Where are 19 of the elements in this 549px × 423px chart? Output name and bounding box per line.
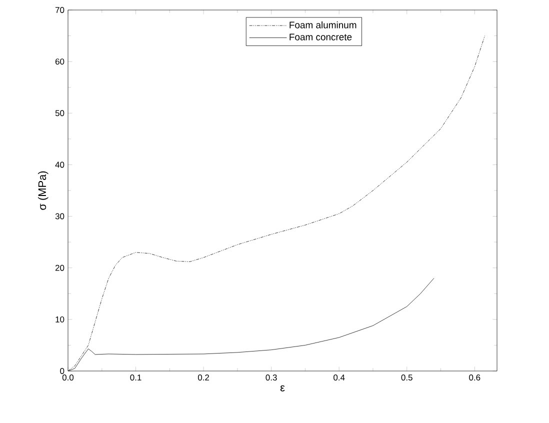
y-tick-label: 0 [60, 368, 64, 374]
y-tick-label: 40 [55, 162, 64, 168]
x-tick-label: 0.0 [62, 374, 74, 381]
y-tick-label: 50 [55, 110, 64, 116]
y-tick-label: 60 [56, 58, 64, 65]
y-tick-label: 20 [55, 264, 64, 271]
x-tick-label: 0.1 [130, 374, 142, 381]
x-tick-label: 0.6 [469, 374, 480, 381]
x-tick-label: 0.2 [198, 374, 210, 381]
y-tick-label: 10 [56, 316, 64, 322]
x-tick-label: 0.5 [401, 374, 412, 381]
legend-label: Foam concrete [290, 34, 352, 40]
x-tick-label: 0.3 [266, 374, 277, 381]
y-tick-label: 70 [56, 7, 64, 13]
y-axis-title: σ (MPa) [38, 171, 48, 210]
y-tick-label: 30 [55, 213, 64, 220]
x-axis-title: ε [280, 385, 285, 392]
x-tick-label: 0.4 [334, 374, 345, 381]
legend-label: Foam aluminum [290, 21, 356, 28]
